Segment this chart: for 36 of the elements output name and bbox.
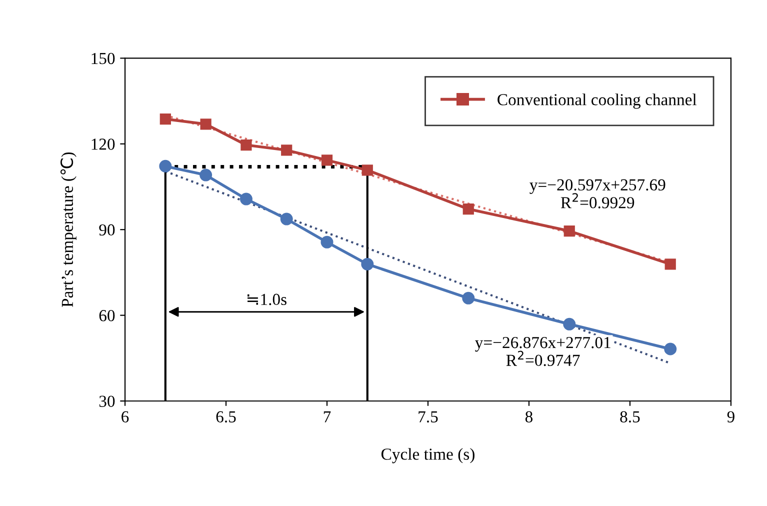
point [564,225,575,237]
point [462,203,474,215]
y-tick-label: 30 [99,396,115,407]
x-tick-label: 6 [122,411,129,422]
point [200,168,212,182]
x-axis-title: Cycle time (s) [381,448,474,464]
point [664,258,676,270]
point [281,144,292,156]
point [160,113,171,125]
x-tick-label: 8.5 [620,411,640,423]
point [321,154,333,166]
y-axis-title: Part’s temperature (℃) [60,152,76,307]
legend-label: Conventional cooling channel [498,94,697,109]
point [200,118,212,130]
point [280,212,293,226]
x-tick-label: 8 [525,411,533,422]
annotation: y=−26.876x+277.01 R$^{2}$=0.9747 [475,336,610,366]
point [240,192,252,206]
y-tick-label: 60 [99,310,115,322]
x-tick-label: 7 [324,411,331,422]
y-tick-label: 150 [92,52,115,64]
point [664,342,677,356]
y-tick-label: 90 [99,224,115,236]
point [563,318,576,330]
x-tick-label: 9 [727,411,734,422]
point [240,139,252,151]
point [361,258,374,270]
annotation: y=−20.597x+257.69 R$^{2}$=0.9929 [530,179,666,208]
y-tick-label: 120 [92,138,115,150]
x-tick-label: 6.5 [216,411,236,423]
x-tick-label: 7.5 [418,411,438,423]
point [462,292,475,304]
annotation: ≒1.0s [248,294,286,306]
point [320,236,334,248]
point [159,160,172,172]
point [362,164,373,176]
